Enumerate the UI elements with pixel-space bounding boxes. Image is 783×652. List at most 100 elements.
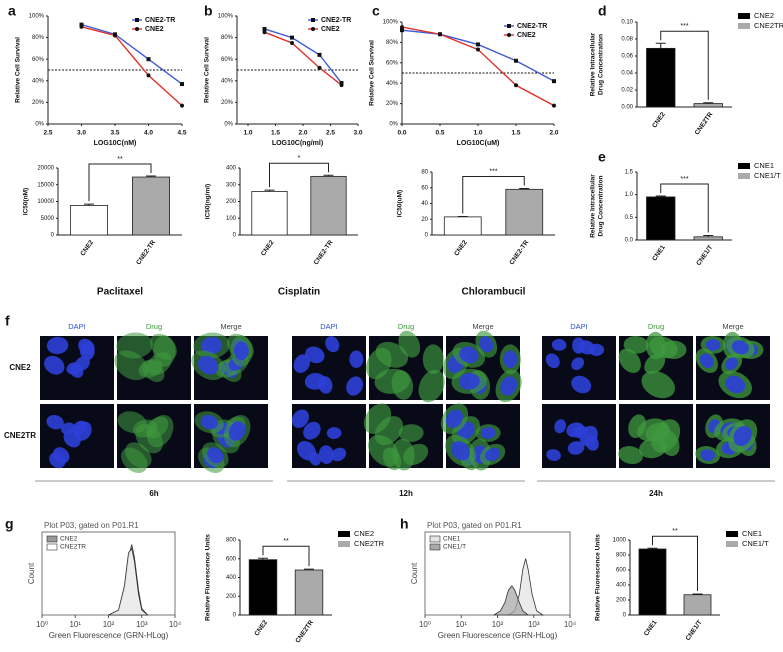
x-tick-label: 1.5	[271, 130, 280, 137]
nucleus	[303, 421, 321, 440]
x-tick-label: 2.5	[43, 130, 52, 137]
curve	[81, 26, 183, 107]
marker	[79, 22, 84, 27]
error-bar	[655, 195, 666, 197]
nucleus	[700, 449, 715, 461]
error-bar	[84, 203, 94, 206]
panel-letter: a	[8, 3, 16, 19]
marker	[476, 47, 480, 52]
y-axis-label: Drug Concentration	[598, 34, 605, 95]
legend-label: CNE2-TR	[145, 17, 175, 24]
cell-body	[618, 446, 643, 465]
error-bar	[703, 102, 714, 104]
histogram-area	[492, 585, 530, 616]
x-tick-label: 3.0	[77, 130, 86, 137]
cell-body	[641, 370, 675, 399]
x-tick-label: CNE2-TR	[508, 239, 530, 266]
nucleus	[207, 447, 224, 464]
y-tick-label: 60%	[221, 57, 234, 63]
x-axis-label: LOG10C(ng/ml)	[272, 140, 323, 147]
micrograph	[440, 403, 520, 471]
x-axis-label: Chlorambucil	[462, 287, 526, 298]
x-tick-label: CNE2TR	[294, 619, 315, 645]
micrograph	[618, 404, 693, 468]
legend-label: CNE1/T	[754, 171, 781, 180]
y-tick-label: 200	[616, 598, 627, 604]
legend-swatch	[46, 535, 58, 543]
significance-label: ***	[489, 168, 497, 175]
marker	[514, 83, 518, 88]
legend-label: CNE1	[443, 536, 461, 543]
micrograph	[194, 404, 268, 473]
legend-marker	[135, 18, 139, 22]
y-tick-label: 20000	[37, 166, 54, 172]
panel-letter: c	[372, 3, 380, 19]
micrograph	[542, 404, 616, 468]
legend-swatch	[726, 531, 738, 537]
nucleus	[451, 440, 470, 461]
legend-label: CNE2TR	[60, 544, 86, 551]
x-tick-label: 10⁰	[419, 620, 431, 629]
nucleus	[325, 336, 340, 353]
legend-marker	[507, 24, 511, 28]
nucleus	[305, 346, 325, 364]
y-tick-label: 20%	[32, 100, 45, 106]
legend-label: CNE2-TR	[321, 17, 351, 24]
cell-body	[398, 330, 421, 358]
marker	[290, 41, 294, 45]
legend-swatch	[46, 543, 58, 551]
nucleus	[228, 421, 246, 441]
marker	[552, 79, 556, 84]
cell-body	[651, 419, 681, 453]
y-tick-label: 0.5	[625, 215, 634, 221]
y-axis-label: Count	[410, 562, 419, 584]
nucleus	[200, 414, 218, 430]
legend-swatch	[726, 541, 738, 547]
y-tick-label: 0.0	[625, 238, 634, 244]
bar	[683, 594, 712, 616]
y-tick-label: 20	[421, 217, 428, 223]
marker	[79, 24, 84, 29]
y-tick-label: 0.02	[621, 88, 633, 94]
panel-letter: f	[5, 313, 10, 329]
x-tick-label: 1.5	[511, 130, 520, 137]
x-tick-label: 10²	[103, 620, 115, 629]
nucleus	[46, 414, 64, 430]
legend-label: CNE2-TR	[517, 23, 547, 30]
nucleus	[733, 425, 752, 447]
y-axis-label: Relative Fluorescence Units	[205, 534, 212, 621]
y-tick-label: 0%	[224, 122, 233, 128]
cell-body	[125, 442, 152, 469]
panel-letter: h	[400, 516, 409, 532]
y-tick-label: 800	[226, 538, 237, 544]
bar	[443, 216, 482, 236]
nucleus	[571, 357, 585, 371]
panel-letter: b	[204, 3, 213, 19]
x-tick-label: 1.0	[243, 130, 252, 137]
cell-body	[117, 411, 147, 434]
y-tick-label: 100	[226, 216, 237, 222]
channel-label: Drug	[146, 322, 162, 331]
significance-bracket	[88, 163, 152, 202]
cell-body	[644, 353, 666, 375]
cell-body	[418, 369, 445, 403]
y-tick-label: 60%	[386, 60, 399, 66]
bar	[310, 175, 347, 236]
nucleus	[567, 441, 585, 455]
legend-marker	[311, 27, 315, 31]
y-axis-label: Relative Intracellular	[590, 32, 597, 96]
marker	[400, 25, 404, 30]
legend-marker	[135, 27, 139, 31]
significance-label: **	[672, 528, 678, 535]
y-tick-label: 1.5	[625, 170, 634, 176]
nucleus	[554, 419, 567, 434]
y-tick-label: 80	[421, 170, 428, 176]
error-bar	[703, 234, 714, 237]
significance-bracket	[462, 176, 525, 214]
cell-body	[375, 341, 409, 368]
legend-label: CNE2	[145, 26, 164, 33]
nucleus	[74, 421, 92, 441]
nucleus	[479, 336, 494, 353]
cell-body	[368, 434, 399, 467]
